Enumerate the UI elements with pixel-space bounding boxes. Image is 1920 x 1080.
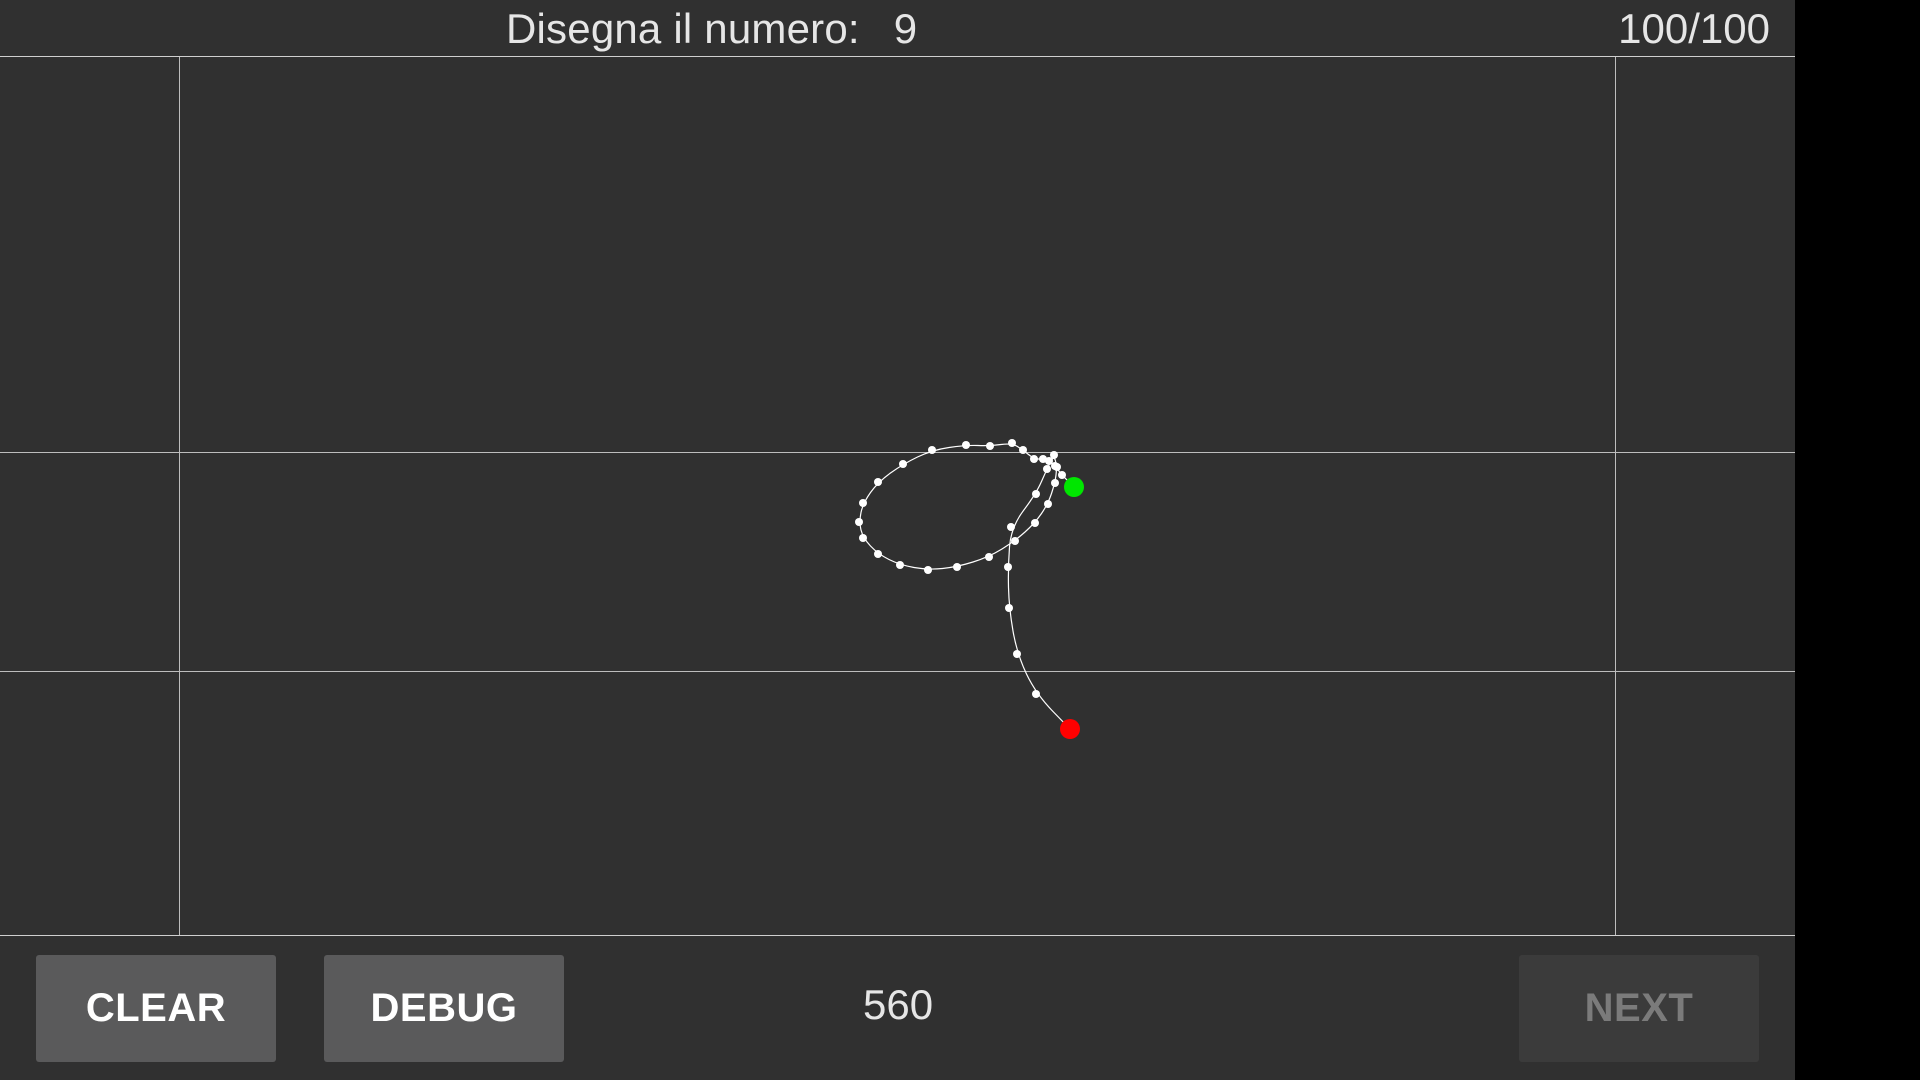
- header-bar: Disegna il numero: 9 100/100: [0, 0, 1795, 57]
- stroke-sample-point: [859, 534, 867, 542]
- stroke-sample-point: [1053, 463, 1061, 471]
- stroke-sample-point: [1030, 455, 1038, 463]
- stroke-sample-point: [1005, 604, 1013, 612]
- stroke-sample-point: [1050, 451, 1058, 459]
- stroke-sample-point: [1044, 500, 1052, 508]
- stroke-sample-point: [874, 478, 882, 486]
- clear-button[interactable]: CLEAR: [36, 955, 276, 1062]
- stroke-sample-point: [1039, 455, 1047, 463]
- progress-counter: 100/100: [1618, 5, 1770, 52]
- stroke-start-marker: [1064, 477, 1084, 497]
- stroke-sample-point: [899, 460, 907, 468]
- stroke-sample-point: [1011, 537, 1019, 545]
- stroke-end-marker: [1060, 719, 1080, 739]
- drawing-app: Disegna il numero: 9 100/100 CLEAR DEBUG …: [0, 0, 1795, 1080]
- stroke-sample-point: [953, 563, 961, 571]
- stroke-sample-point: [1043, 465, 1051, 473]
- stroke-sample-point: [1051, 479, 1059, 487]
- stroke-sample-point: [1019, 446, 1027, 454]
- stroke-sample-point: [1032, 490, 1040, 498]
- stroke-sample-point: [985, 553, 993, 561]
- drawing-surface[interactable]: [0, 57, 1795, 935]
- stroke-sample-point: [986, 442, 994, 450]
- stroke-sample-point: [924, 566, 932, 574]
- target-digit: 9: [893, 5, 918, 52]
- stroke-sample-point: [855, 518, 863, 526]
- stroke-sample-point: [1007, 523, 1015, 531]
- footer-bar: CLEAR DEBUG 560 NEXT: [0, 935, 1795, 1080]
- stroke-sample-point: [1013, 650, 1021, 658]
- stroke-layer: [855, 439, 1084, 739]
- stroke-sample-point: [859, 499, 867, 507]
- next-button[interactable]: NEXT: [1519, 955, 1759, 1062]
- stroke-sample-point: [1032, 690, 1040, 698]
- draw-prompt: Disegna il numero: 9: [506, 5, 917, 53]
- stroke-sample-point: [1008, 439, 1016, 447]
- stroke-path: [859, 443, 1075, 730]
- point-count: 560: [863, 981, 934, 1028]
- debug-button[interactable]: DEBUG: [324, 955, 564, 1062]
- stroke-sample-point: [962, 441, 970, 449]
- stroke-sample-point: [1031, 519, 1039, 527]
- stroke-sample-point: [896, 561, 904, 569]
- stroke-sample-point: [1058, 471, 1066, 479]
- stroke-sample-point: [928, 446, 936, 454]
- drawing-canvas[interactable]: [0, 57, 1795, 935]
- prompt-label: Disegna il numero:: [506, 5, 860, 52]
- screen-edge: [1795, 0, 1920, 1080]
- stroke-sample-point: [874, 550, 882, 558]
- stroke-sample-point: [1004, 563, 1012, 571]
